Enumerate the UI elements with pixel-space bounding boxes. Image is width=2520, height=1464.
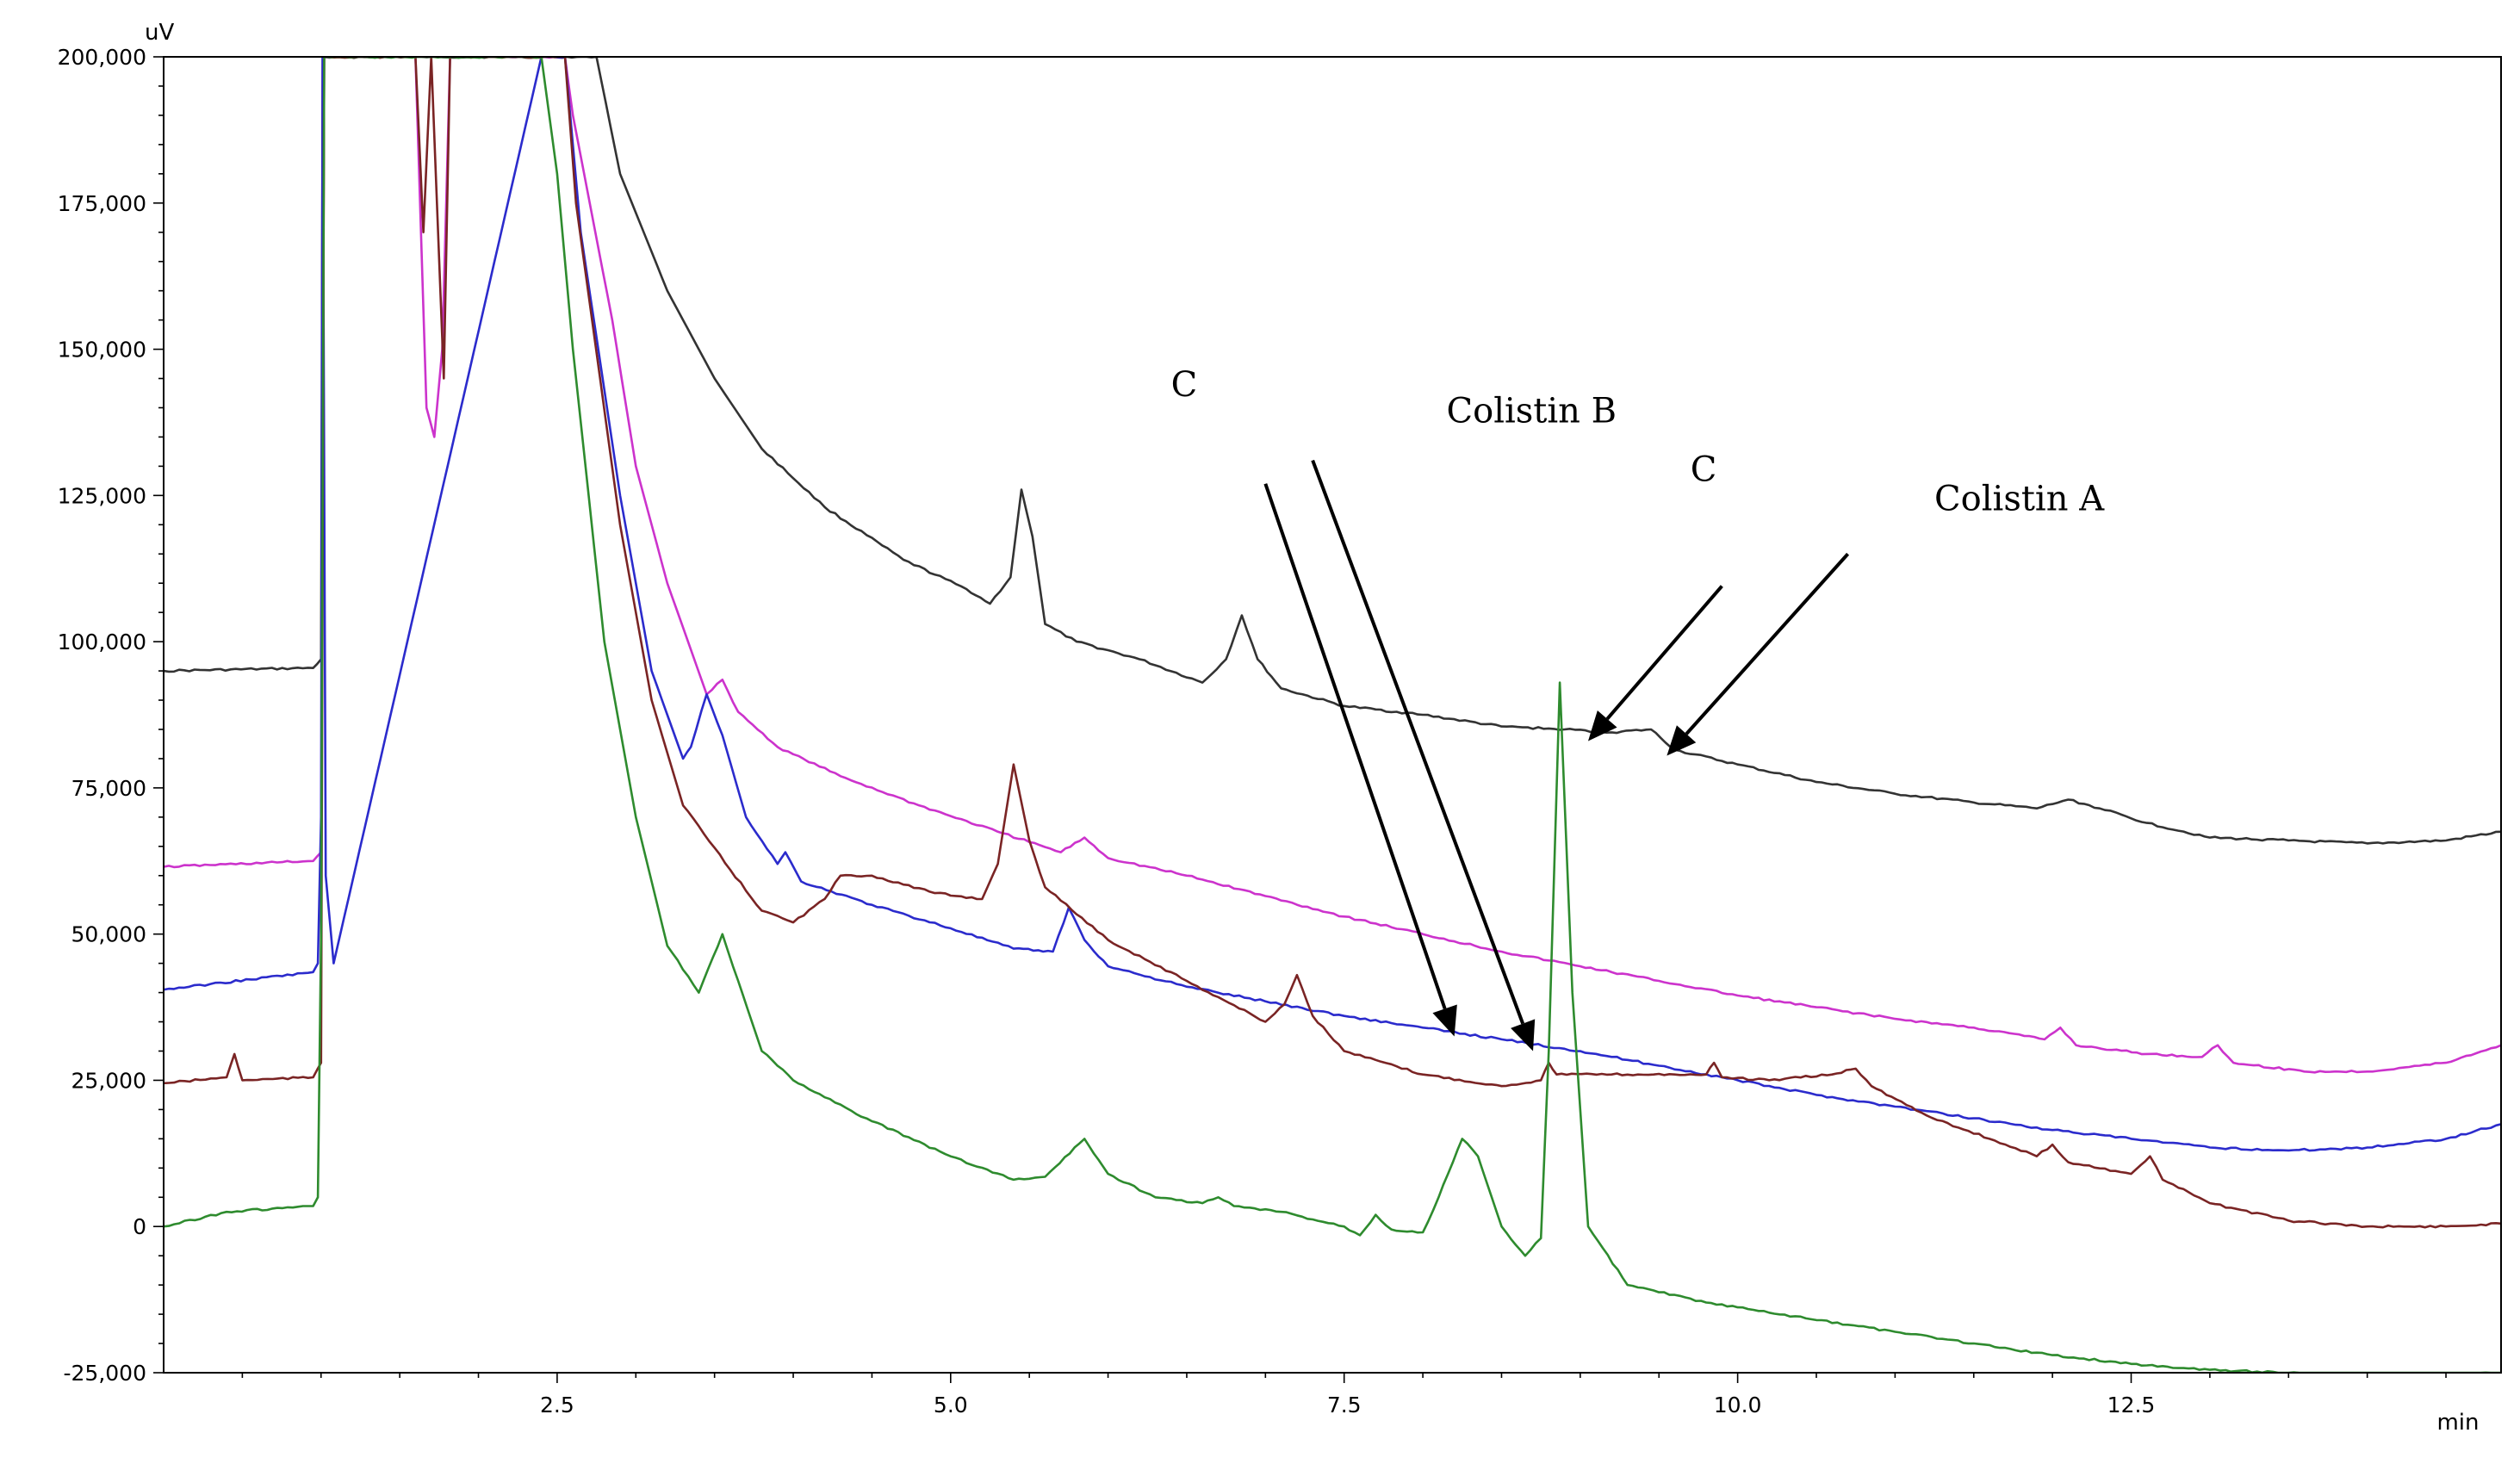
y-tick-label: 125,000 (58, 483, 146, 508)
annotation-label-2: Colistin B (1447, 391, 1617, 431)
series-line-1 (164, 57, 2501, 845)
y-tick-label: 50,000 (71, 922, 146, 947)
arrow-shaft (1311, 459, 1525, 1025)
annotation-arrow-3 (1587, 585, 1723, 741)
x-unit-label: min (2436, 1410, 2479, 1436)
x-tick-label: 12.5 (2107, 1393, 2156, 1417)
y-tick-label: -25,000 (64, 1361, 147, 1386)
y-tick-label: 150,000 (58, 338, 146, 363)
annotation-arrow-2 (1311, 459, 1536, 1051)
y-tick-label: 175,000 (58, 191, 146, 216)
axis-layer: 200,000 175,000 150,000 125,000 100,000 75,00… (58, 45, 2502, 1417)
annotation-arrow-1 (1263, 483, 1457, 1037)
x-tick-label: 10.0 (1714, 1393, 1762, 1417)
x-tick-label: 2.5 (540, 1393, 574, 1417)
annotation-label-4: Colistin A (1934, 479, 2105, 518)
series-line-3 (164, 57, 2501, 1152)
annotation-arrow-4 (1667, 552, 1850, 756)
series-line-5 (164, 57, 2501, 1373)
plot-frame (163, 56, 2502, 1374)
annotation-layer: C Colistin B C Colistin A (1171, 365, 2106, 518)
y-tick-label: 100,000 (58, 630, 146, 654)
annotation-label-3: C (1691, 450, 1717, 489)
arrowhead-icon (1432, 1004, 1457, 1037)
arrow-shaft (1605, 585, 1723, 721)
arrow-shaft (1263, 483, 1447, 1009)
y-unit-label: uV (145, 20, 174, 46)
arrowhead-icon (1511, 1019, 1536, 1051)
arrow-layer (1263, 459, 1850, 1051)
y-tick-label: 0 (133, 1214, 146, 1239)
arrowhead-icon (1587, 710, 1617, 741)
arrow-shaft (1685, 552, 1850, 735)
arrowhead-icon (1667, 725, 1697, 756)
annotation-label-1: C (1171, 365, 1198, 405)
y-tick-label: 75,000 (71, 776, 146, 801)
x-tick-label: 5.0 (934, 1393, 968, 1417)
y-tick-label: 200,000 (58, 45, 146, 70)
x-tick-label: 7.5 (1327, 1393, 1362, 1417)
y-tick-label: 25,000 (71, 1068, 146, 1093)
